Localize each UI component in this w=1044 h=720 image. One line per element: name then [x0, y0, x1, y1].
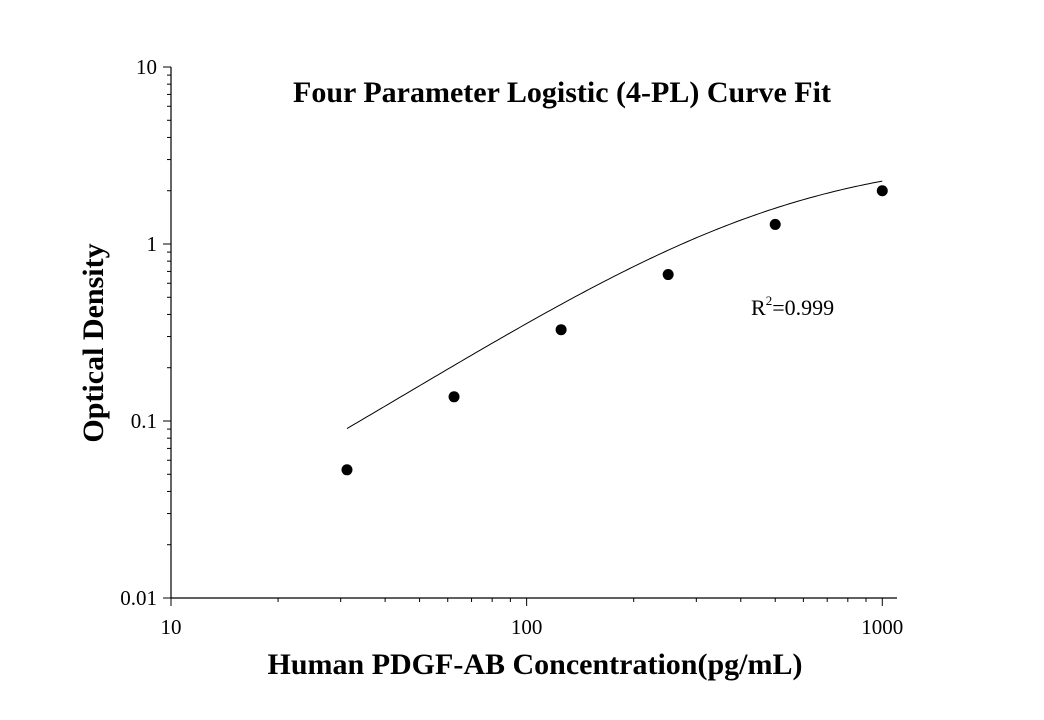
y-tick-label: 0.1 [131, 409, 157, 433]
axis-ticks [163, 66, 883, 606]
x-tick-label: 1000 [861, 615, 903, 639]
r-squared-sup: 2 [766, 293, 773, 308]
x-tick-label: 10 [161, 615, 182, 639]
data-point [876, 185, 888, 197]
r-squared-value: =0.999 [772, 295, 834, 320]
data-point [448, 391, 460, 403]
axes [170, 67, 897, 599]
data-point [341, 464, 353, 476]
r-squared-base: R [751, 295, 766, 320]
fit-curve [346, 180, 883, 429]
chart-title: Four Parameter Logistic (4-PL) Curve Fit [293, 76, 831, 109]
y-tick-label: 0.01 [120, 586, 157, 610]
r-squared-annotation: R2=0.999 [751, 293, 834, 320]
y-axis-label: Optical Density [77, 243, 110, 442]
tick-labels: 10 100 1000 0.01 0.1 1 10 [120, 55, 903, 639]
data-point [662, 269, 674, 281]
x-tick-label: 100 [511, 615, 543, 639]
data-point [769, 218, 781, 230]
y-tick-label: 10 [136, 55, 157, 79]
y-tick-label: 1 [147, 232, 158, 256]
x-axis-label: Human PDGF-AB Concentration(pg/mL) [268, 648, 803, 681]
data-point [555, 324, 567, 336]
data-points [341, 185, 888, 476]
